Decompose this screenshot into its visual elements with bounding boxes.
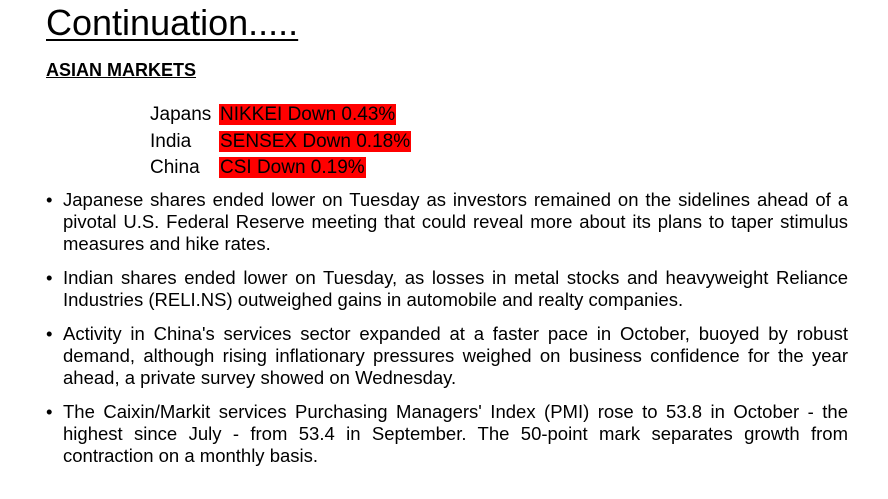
- section-heading: ASIAN MARKETS: [46, 60, 197, 80]
- bullet-item: The Caixin/Markit services Purchasing Ma…: [46, 401, 848, 467]
- country: Japans: [150, 104, 212, 125]
- bullet-item: Indian shares ended lower on Tuesday, as…: [46, 267, 848, 311]
- title: Continuation.....: [46, 2, 299, 43]
- market-row: China CSI Down 0.19%: [150, 155, 411, 182]
- index-change: CSI Down 0.19%: [219, 157, 366, 178]
- index-change: NIKKEI Down 0.43%: [219, 104, 397, 125]
- index-change: SENSEX Down 0.18%: [219, 130, 412, 152]
- bullet-item: Japanese shares ended lower on Tuesday a…: [46, 189, 848, 255]
- bullet-item: Activity in China's services sector expa…: [46, 323, 848, 389]
- market-row: India SENSEX Down 0.18%: [150, 129, 412, 156]
- country: India: [150, 130, 192, 152]
- bullet-list: Japanese shares ended lower on Tuesday a…: [46, 189, 848, 479]
- market-list: Japans NIKKEI Down 0.43% India SENSEX Down …: [150, 102, 412, 182]
- market-row: Japans NIKKEI Down 0.43%: [150, 102, 411, 129]
- country: China: [150, 157, 200, 178]
